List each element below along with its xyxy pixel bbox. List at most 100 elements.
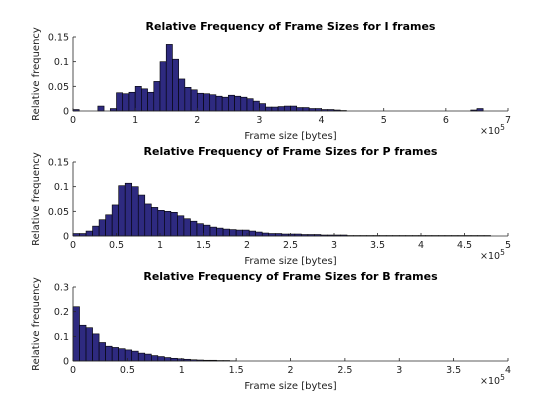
bar	[134, 86, 142, 112]
bar	[196, 92, 204, 112]
y-tick-label: 0.3	[54, 283, 69, 294]
bar	[153, 81, 161, 112]
bar	[255, 231, 263, 237]
x-tick-label: 0.5	[120, 365, 135, 376]
bar	[157, 356, 165, 362]
bar	[184, 87, 192, 112]
chart-panel-3: Relative Frequency of Frame Sizes for B …	[31, 270, 511, 392]
bar	[151, 207, 159, 237]
bar	[137, 194, 146, 237]
bar	[128, 91, 136, 112]
chart-title: Relative Frequency of Frame Sizes for I …	[146, 20, 436, 33]
y-tick-label: 0.15	[48, 33, 69, 44]
bar	[209, 226, 217, 237]
x-axis-label: Frame size [bytes]	[244, 131, 336, 142]
x-tick-label: 4	[418, 240, 424, 251]
x-tick-label: 1	[132, 115, 138, 126]
bar	[151, 355, 159, 362]
bar	[85, 327, 93, 362]
bar	[296, 107, 304, 112]
x-tick-label: 2.5	[283, 240, 298, 251]
bar	[137, 352, 146, 362]
bar	[228, 94, 235, 112]
bar	[259, 103, 266, 112]
bar	[209, 94, 217, 112]
y-tick-label: 0.1	[54, 57, 69, 68]
bar	[252, 100, 260, 112]
bar	[116, 92, 124, 112]
bar	[229, 229, 237, 237]
y-tick-label: 0	[63, 232, 69, 243]
chart-panel-1: Relative Frequency of Frame Sizes for I …	[31, 20, 511, 142]
bar	[147, 91, 155, 112]
x-tick-label: 0	[70, 365, 76, 376]
x-tick-label: 5	[505, 240, 511, 251]
y-axis-label: Relative frequency	[31, 152, 42, 246]
y-tick-label: 0	[63, 107, 69, 118]
bar	[92, 333, 100, 362]
x-tick-label: 3.5	[370, 240, 385, 251]
bar	[242, 229, 250, 237]
bar	[177, 215, 185, 237]
x-tick-label: 1	[179, 365, 185, 376]
bar	[118, 348, 126, 362]
bar	[235, 229, 243, 237]
x-tick-label: 6	[443, 115, 449, 126]
bar	[159, 61, 167, 112]
bar	[165, 44, 173, 112]
bar	[92, 225, 100, 237]
bar	[265, 106, 273, 112]
x-tick-label: 3	[256, 115, 262, 126]
bar	[248, 230, 257, 237]
y-tick-label: 0.2	[54, 307, 69, 318]
bar	[98, 219, 106, 237]
chart-panel-2: Relative Frequency of Frame Sizes for P …	[31, 145, 511, 267]
bar	[157, 210, 165, 237]
x-axis-label: Frame size [bytes]	[244, 256, 336, 267]
x-tick-label: 3.5	[446, 365, 461, 376]
bar	[105, 214, 113, 237]
y-tick-label: 0.15	[48, 158, 69, 169]
bar	[302, 107, 310, 112]
bar	[141, 88, 148, 112]
x-tick-label: 0.5	[109, 240, 124, 251]
bar	[190, 89, 198, 112]
bar	[131, 186, 139, 237]
bar	[164, 211, 172, 237]
bar	[203, 224, 211, 237]
bar	[277, 106, 285, 112]
x-axis-exponent: ×105	[480, 373, 505, 387]
bar	[290, 105, 298, 112]
x-axis-label: Frame size [bytes]	[244, 381, 336, 392]
x-tick-label: 0	[70, 115, 76, 126]
x-tick-label: 4	[505, 365, 511, 376]
x-tick-label: 4	[319, 115, 325, 126]
chart-title: Relative Frequency of Frame Sizes for P …	[144, 145, 438, 158]
bar	[240, 96, 248, 112]
y-axis-label: Relative frequency	[31, 27, 42, 121]
x-tick-label: 1.5	[229, 365, 244, 376]
x-tick-label: 3	[331, 240, 337, 251]
bar	[178, 78, 186, 112]
bar	[170, 357, 178, 362]
bar	[124, 349, 133, 362]
x-tick-label: 3	[396, 365, 402, 376]
bar	[172, 58, 179, 112]
bar	[283, 105, 291, 112]
x-axis-exponent: ×105	[480, 123, 505, 137]
x-tick-label: 1.5	[196, 240, 211, 251]
bar	[271, 106, 279, 112]
chart-title: Relative Frequency of Frame Sizes for B …	[143, 270, 438, 283]
x-tick-label: 2.5	[337, 365, 352, 376]
bar	[203, 93, 211, 112]
x-tick-label: 4.5	[457, 240, 472, 251]
x-tick-label: 1	[157, 240, 163, 251]
bar	[221, 96, 229, 112]
bar	[144, 203, 152, 237]
x-tick-label: 2	[287, 365, 293, 376]
bar	[118, 185, 126, 237]
y-tick-label: 0.05	[48, 82, 69, 93]
y-tick-label: 0.05	[48, 207, 69, 218]
bar	[190, 220, 198, 237]
